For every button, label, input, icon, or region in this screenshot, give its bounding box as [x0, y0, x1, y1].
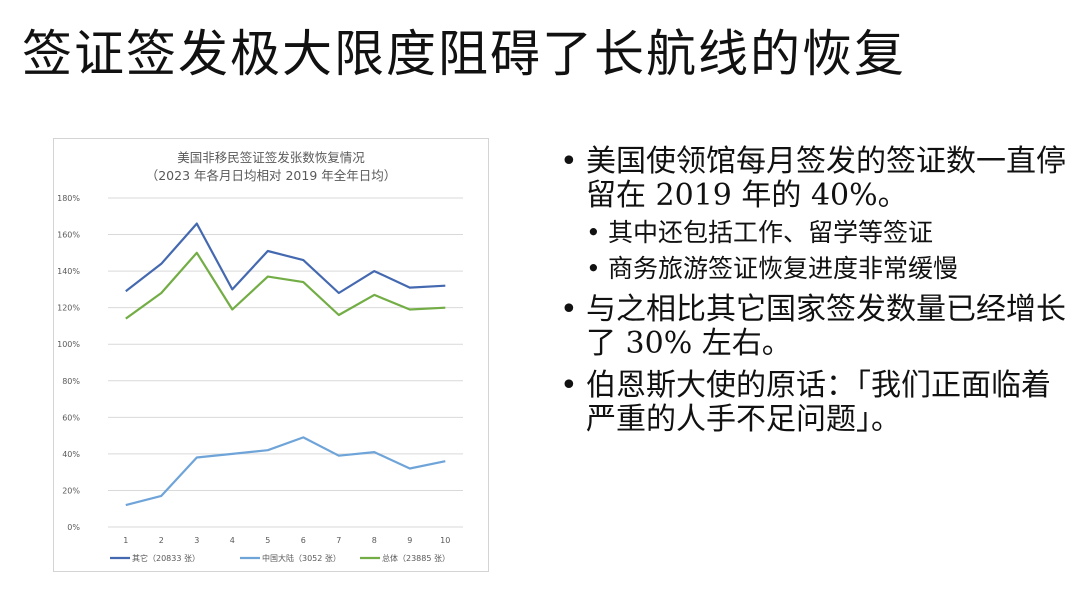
- x-tick-label: 10: [440, 536, 450, 545]
- x-tick-label: 2: [159, 536, 164, 545]
- bullet-item: 与之相比其它国家签发数量已经增长了 30% 左右。: [560, 293, 1075, 361]
- y-tick-label: 40%: [62, 450, 80, 459]
- y-tick-label: 180%: [57, 194, 80, 203]
- line-chart: 美国非移民签证签发张数恢复情况 （2023 年各月日均相对 2019 年全年日均…: [53, 138, 489, 572]
- bullet-item: 美国使领馆每月签发的签证数一直停留在 2019 年的 40%。: [560, 145, 1075, 213]
- y-tick-label: 60%: [62, 413, 80, 422]
- x-tick-label: 1: [123, 536, 128, 545]
- y-tick-label: 140%: [57, 267, 80, 276]
- y-tick-label: 0%: [67, 523, 80, 532]
- x-tick-label: 3: [194, 536, 199, 545]
- sub-bullet-item: 商务旅游签证恢复进度非常缓慢: [560, 253, 1075, 285]
- y-tick-label: 120%: [57, 304, 80, 313]
- chart-plot-area: 0% 20% 40% 60% 80% 100% 120% 140% 160% 180% 1 2 3 4 5 6…: [57, 194, 463, 563]
- y-tick-label: 20%: [62, 486, 80, 495]
- bullet-list: 美国使领馆每月签发的签证数一直停留在 2019 年的 40%。 其中还包括工作、…: [560, 145, 1075, 441]
- x-tick-label: 5: [265, 536, 270, 545]
- legend-label: 总体（23885 张）: [382, 553, 450, 563]
- chart-title: 美国非移民签证签发张数恢复情况: [177, 150, 365, 165]
- series-line: [125, 251, 446, 320]
- slide-title: 签证签发极大限度阻碍了长航线的恢复: [22, 25, 906, 83]
- series-line: [125, 436, 446, 507]
- y-tick-label: 160%: [57, 231, 80, 240]
- legend-label: 其它（20833 张）: [132, 553, 200, 563]
- legend-label: 中国大陆（3052 张）: [262, 553, 341, 563]
- y-tick-label: 100%: [57, 340, 80, 349]
- x-tick-label: 8: [372, 536, 377, 545]
- x-tick-label: 7: [336, 536, 341, 545]
- sub-bullet-item: 其中还包括工作、留学等签证: [560, 217, 1075, 249]
- y-tick-label: 80%: [62, 377, 80, 386]
- x-tick-label: 9: [407, 536, 412, 545]
- x-tick-label: 6: [301, 536, 306, 545]
- x-tick-label: 4: [230, 536, 235, 545]
- series-line: [125, 222, 446, 295]
- bullet-item: 伯恩斯大使的原话：「我们正面临着严重的人手不足问题」。: [560, 369, 1075, 437]
- chart-subtitle: （2023 年各月日均相对 2019 年全年日均）: [145, 168, 397, 183]
